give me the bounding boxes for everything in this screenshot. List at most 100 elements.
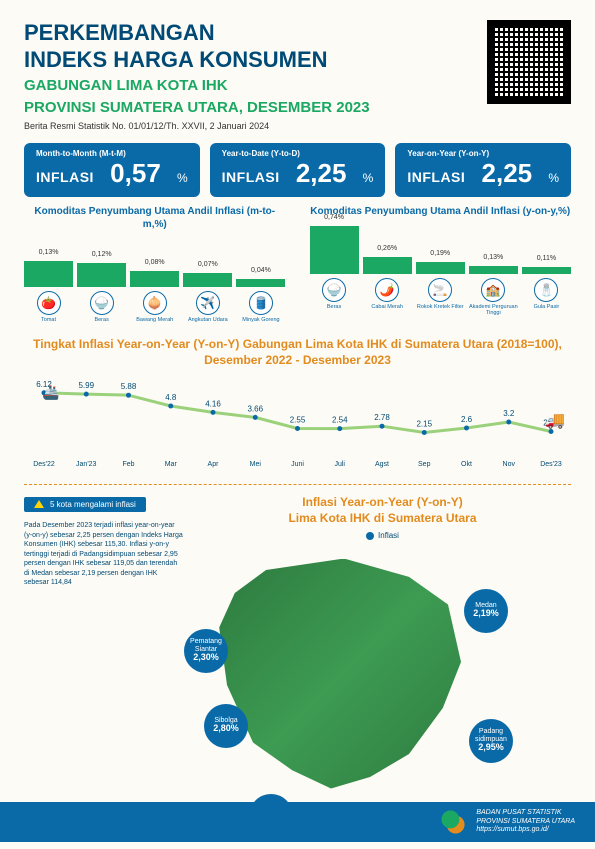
commodity-item: 🚬 Rokok Kretek Filter [416,278,465,316]
svg-text:Mar: Mar [165,461,178,468]
metric-label: Month-to-Month (M-t-M) [36,149,188,158]
commodity-bar: 0,08% [130,271,179,287]
commodity-item: 🛢️ Minyak Goreng [236,291,285,323]
metric-value: 0,57 [102,158,169,189]
metric-value: 2,25 [473,158,540,189]
metric-box: Year-to-Date (Y-to-D) INFLASI 2,25 % [210,143,386,197]
metric-word: INFLASI [36,169,94,185]
bar-value: 0,74% [324,214,344,221]
footer-prov: PROVINSI SUMATERA UTARA [476,818,575,826]
metric-box: Year-on-Year (Y-on-Y) INFLASI 2,25 % [395,143,571,197]
city-value: 2,80% [213,724,239,734]
commodity-item: 🌶️ Cabai Merah [363,278,412,316]
divider [24,484,571,485]
svg-text:Nov: Nov [503,461,516,468]
svg-text:Juli: Juli [334,461,345,468]
commodity-item: 🧅 Bawang Merah [130,291,179,323]
bps-logo-icon [440,809,466,835]
svg-text:Juni: Juni [291,461,304,468]
svg-text:🚢: 🚢 [42,384,59,401]
city-pin: Pematang Siantar 2,30% [184,629,228,673]
city-name: Pematang Siantar [184,638,228,653]
subtitle-line2: PROVINSI SUMATERA UTARA, DESEMBER 2023 [24,99,370,118]
commodity-name: Gula Pasir [522,304,571,310]
yoy-line-chart: 6.12Des'225.99Jan'235.88Feb4.8Mar4.16Apr… [24,374,571,474]
commodity-icon: 🏫 [481,278,505,302]
commod-mtm-title: Komoditas Penyumbang Utama Andil Inflasi… [24,205,286,231]
city-pin: Sibolga 2,80% [204,704,248,748]
commodity-icon: 🚬 [428,278,452,302]
map-title-1: Inflasi Year-on-Year (Y-on-Y) [194,495,571,511]
svg-text:2.54: 2.54 [332,416,348,425]
svg-text:3.66: 3.66 [247,405,263,414]
commodity-name: Tomat [24,317,73,323]
svg-text:2.78: 2.78 [374,414,390,423]
metric-word: INFLASI [407,169,465,185]
commodity-bar: 0,26% [363,257,412,274]
commodity-name: Bawang Merah [130,317,179,323]
svg-text:Des'23: Des'23 [540,461,562,468]
city-value: 2,19% [473,609,499,619]
header-title-block: PERKEMBANGAN INDEKS HARGA KONSUMEN GABUN… [24,20,370,131]
commodity-name: Cabai Merah [363,304,412,310]
commodity-item: ✈️ Angkutan Udara [183,291,232,323]
bar-value: 0,11% [537,255,556,262]
commodity-bar: 0,13% [469,266,518,274]
legend-box: 5 kota mengalami inflasi [24,497,146,512]
commodity-icon: 🍅 [37,291,61,315]
commodity-item: 🍚 Beras [310,278,359,316]
commodities-yoy: Komoditas Penyumbang Utama Andil Inflasi… [310,205,572,323]
bar-value: 0,13% [483,254,503,261]
svg-text:2.55: 2.55 [290,416,306,425]
commodity-item: 🍅 Tomat [24,291,73,323]
footer-url: https://sumut.bps.go.id/ [476,826,575,834]
sumatera-utara-map [214,559,474,789]
metric-label: Year-on-Year (Y-on-Y) [407,149,559,158]
metric-pct: % [177,171,188,185]
legend-text: 5 kota mengalami inflasi [50,500,136,509]
metrics-row: Month-to-Month (M-t-M) INFLASI 0,57 % Ye… [24,143,571,197]
line-chart-title: Tingkat Inflasi Year-on-Year (Y-on-Y) Ga… [24,337,571,368]
metric-box: Month-to-Month (M-t-M) INFLASI 0,57 % [24,143,200,197]
commodity-bar: 0,74% [310,226,359,274]
commodity-name: Angkutan Udara [183,317,232,323]
commodity-icon: 🍚 [90,291,114,315]
footer-org: BADAN PUSAT STATISTIK [476,809,575,817]
city-pin: Padang sidimpuan 2,95% [469,719,513,763]
svg-text:Agst: Agst [375,461,389,468]
commodity-bar: 0,07% [183,273,232,287]
commodity-name: Akademi Perguruan Tinggi [469,304,518,316]
commodity-bar: 0,19% [416,262,465,274]
commod-yoy-title: Komoditas Penyumbang Utama Andil Inflasi… [310,205,572,218]
commodity-icon: 🧅 [143,291,167,315]
commodity-name: Rokok Kretek Filter [416,304,465,310]
metric-label: Year-to-Date (Y-to-D) [222,149,374,158]
commodity-bar: 0,04% [236,279,285,287]
footer: BADAN PUSAT STATISTIK PROVINSI SUMATERA … [0,802,595,842]
commodity-name: Beras [310,304,359,310]
city-value: 2,30% [193,653,219,663]
svg-text:3.2: 3.2 [503,409,515,418]
svg-text:Jan'23: Jan'23 [76,461,97,468]
map-legend: Inflasi [366,531,399,540]
svg-text:Apr: Apr [208,461,220,468]
commodity-icon: 🧂 [534,278,558,302]
title-line1: PERKEMBANGAN [24,20,370,45]
metric-word: INFLASI [222,169,280,185]
commodity-icon: 🌶️ [375,278,399,302]
metric-value: 2,25 [288,158,355,189]
city-name: Padang sidimpuan [469,728,513,743]
svg-text:5.88: 5.88 [121,383,137,392]
svg-text:🚚: 🚚 [545,413,565,430]
svg-text:Sep: Sep [418,461,431,468]
title-line2: INDEKS HARGA KONSUMEN [24,47,370,72]
svg-text:2.15: 2.15 [416,420,432,429]
subtitle-line1: GABUNGAN LIMA KOTA IHK [24,77,370,96]
qr-code [487,20,571,104]
city-pin: Medan 2,19% [464,589,508,633]
commodity-item: 🏫 Akademi Perguruan Tinggi [469,278,518,316]
commodity-icon: 🛢️ [249,291,273,315]
commodity-icon: ✈️ [196,291,220,315]
bar-value: 0,19% [430,250,450,257]
commodity-item: 🍚 Beras [77,291,126,323]
